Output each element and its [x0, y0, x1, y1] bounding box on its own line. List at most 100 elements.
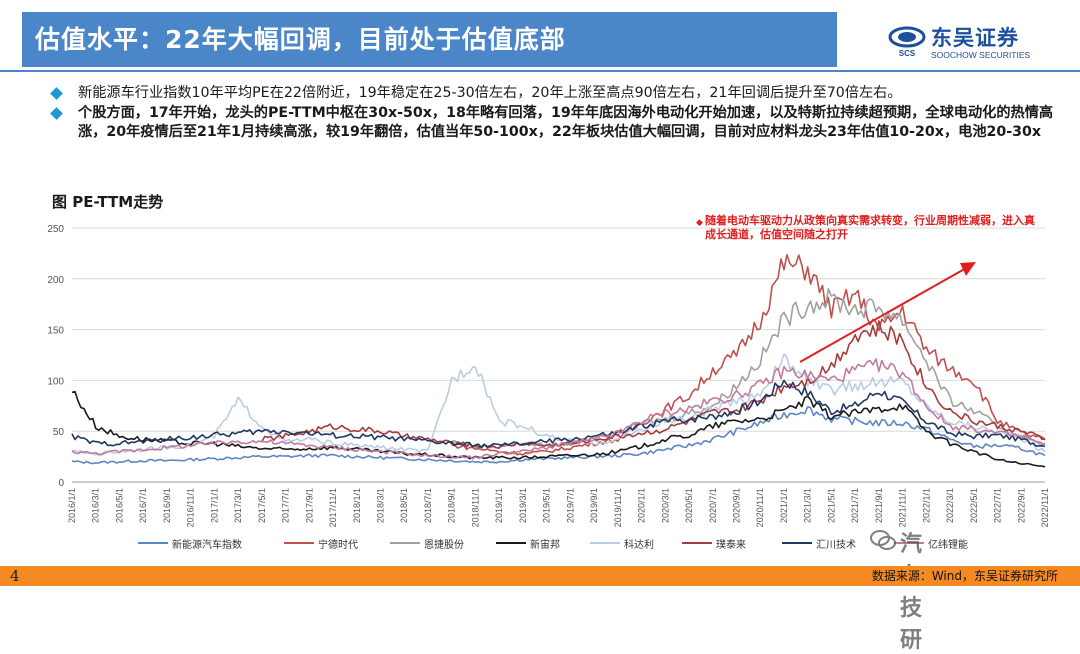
- chart-caption: 图 PE-TTM走势: [52, 193, 164, 211]
- legend-swatch: [590, 542, 620, 544]
- x-tick-label: 2016/11/1: [186, 488, 196, 527]
- legend-swatch: [138, 542, 168, 544]
- legend-item: 恩捷股份: [390, 536, 464, 551]
- x-tick-label: 2018/7/1: [423, 488, 433, 523]
- series-line: [71, 379, 1046, 449]
- x-tick-label: 2019/11/1: [613, 488, 623, 527]
- x-tick-label: 2017/1/1: [209, 488, 219, 523]
- wechat-icon: [870, 530, 896, 550]
- legend-label: 亿纬锂能: [928, 540, 968, 551]
- x-tick-label: 2020/11/1: [755, 488, 765, 527]
- legend-item: 宁德时代: [284, 536, 358, 551]
- series-line: [71, 353, 1046, 456]
- legend-swatch: [782, 542, 812, 544]
- y-tick-label: 0: [58, 478, 64, 489]
- x-tick-label: 2020/1/1: [637, 488, 647, 523]
- x-tick-label: 2022/9/1: [1016, 488, 1026, 523]
- legend-label: 科达利: [624, 540, 654, 551]
- legend-swatch: [390, 542, 420, 544]
- x-tick-label: 2016/9/1: [162, 488, 172, 523]
- legend-item: 亿纬锂能: [894, 536, 968, 551]
- y-tick-label: 200: [47, 275, 64, 286]
- legend-item: 汇川技术: [782, 536, 856, 551]
- x-tick-label: 2021/7/1: [850, 488, 860, 523]
- y-tick-label: 50: [53, 427, 65, 438]
- legend-label: 璞泰来: [716, 540, 746, 551]
- legend-swatch: [682, 542, 712, 544]
- x-tick-label: 2017/3/1: [233, 488, 243, 523]
- x-tick-label: 2022/3/1: [945, 488, 955, 523]
- series-line: [451, 254, 1046, 456]
- diamond-bullet-icon: [50, 87, 63, 100]
- x-tick-label: 2017/11/1: [328, 488, 338, 527]
- legend-item: 新能源汽车指数: [138, 536, 242, 551]
- x-tick-label: 2019/7/1: [565, 488, 575, 523]
- bullet-item: 个股方面，17年开始，龙头的PE-TTM中枢在30x-50x，18年略有回落，1…: [50, 104, 1060, 142]
- slide-title: 估值水平：22年大幅回调，目前处于估值底部: [22, 12, 837, 67]
- x-tick-label: 2016/7/1: [138, 488, 148, 523]
- x-tick-label: 2021/1/1: [779, 488, 789, 523]
- x-tick-label: 2020/9/1: [731, 488, 741, 523]
- header-divider: [0, 70, 1080, 72]
- legend-label: 汇川技术: [816, 540, 856, 551]
- y-tick-label: 100: [47, 376, 64, 387]
- x-tick-label: 2020/7/1: [708, 488, 718, 523]
- footer-bar: 4 数据来源：Wind，东吴证券研究所: [0, 566, 1080, 586]
- x-tick-label: 2021/5/1: [826, 488, 836, 523]
- logo-mark-text: SCS: [899, 49, 916, 58]
- x-tick-label: 2020/5/1: [684, 488, 694, 523]
- annotation-text: 随着电动车驱动力从政策向真实需求转变，行业周期性减弱，进入真成长通道，估值空间随…: [705, 214, 1035, 241]
- data-source: 数据来源：Wind，东吴证券研究所: [871, 569, 1058, 583]
- x-tick-label: 2021/3/1: [803, 488, 813, 523]
- y-tick-label: 250: [47, 224, 64, 235]
- logo-name-cn: 东吴证券: [931, 26, 1019, 50]
- legend-label: 恩捷股份: [424, 540, 464, 551]
- series-line: [261, 320, 1046, 449]
- legend-swatch: [284, 542, 314, 544]
- series-line: [71, 390, 1046, 468]
- x-tick-label: 2022/11/1: [1040, 488, 1050, 527]
- bullet-text: 个股方面，17年开始，龙头的PE-TTM中枢在30x-50x，18年略有回落，1…: [78, 105, 1054, 140]
- page-number: 4: [10, 567, 20, 585]
- series-line: [71, 406, 1046, 465]
- x-tick-label: 2019/3/1: [518, 488, 528, 523]
- x-tick-label: 2019/9/1: [589, 488, 599, 523]
- x-tick-label: 2017/7/1: [281, 488, 291, 523]
- x-tick-label: 2016/1/1: [67, 488, 77, 523]
- trend-arrow-head: [960, 262, 976, 276]
- x-tick-label: 2022/5/1: [969, 488, 979, 523]
- x-tick-label: 2021/9/1: [874, 488, 884, 523]
- x-tick-label: 2018/9/1: [447, 488, 457, 523]
- annotation-marker-icon: ◆: [696, 218, 703, 228]
- chart-annotation: ◆ 随着电动车驱动力从政策向真实需求转变，行业周期性减弱，进入真成长通道，估值空…: [696, 214, 1045, 242]
- x-tick-label: 2018/5/1: [399, 488, 409, 523]
- x-tick-label: 2017/5/1: [257, 488, 267, 523]
- legend-swatch: [496, 542, 526, 544]
- series-line: [71, 358, 1046, 460]
- x-tick-label: 2021/11/1: [898, 488, 908, 527]
- watermark-text: 汽车技研: [900, 532, 925, 653]
- bullet-item: 新能源车行业指数10年平均PE在22倍附近，19年稳定在25-30倍左右，20年…: [50, 84, 1060, 103]
- logo-mark-icon: SCS: [888, 26, 926, 58]
- x-tick-label: 2018/1/1: [352, 488, 362, 523]
- chart-legend: 新能源汽车指数 宁德时代 恩捷股份 新宙邦 科达利 璞泰来 汇川技术 亿纬锂能: [0, 536, 1080, 556]
- diamond-bullet-icon: [50, 107, 63, 120]
- legend-item: 科达利: [590, 536, 654, 551]
- legend-label: 新宙邦: [530, 540, 560, 551]
- y-tick-label: 150: [47, 326, 64, 337]
- legend-item: 璞泰来: [682, 536, 746, 551]
- bullet-list: 新能源车行业指数10年平均PE在22倍附近，19年稳定在25-30倍左右，20年…: [50, 84, 1060, 143]
- legend-item: 新宙邦: [496, 536, 560, 551]
- legend-label: 新能源汽车指数: [172, 540, 242, 551]
- x-tick-label: 2018/11/1: [470, 488, 480, 527]
- x-tick-label: 2020/3/1: [660, 488, 670, 523]
- company-logo: SCS 东吴证券 SOOCHOW SECURITIES: [888, 22, 1058, 62]
- x-tick-label: 2018/3/1: [376, 488, 386, 523]
- x-tick-label: 2019/5/1: [542, 488, 552, 523]
- legend-label: 宁德时代: [318, 540, 358, 551]
- x-tick-label: 2016/3/1: [91, 488, 101, 523]
- trend-arrow-line: [799, 266, 969, 363]
- x-tick-label: 2022/1/1: [921, 488, 931, 523]
- bullet-text: 新能源车行业指数10年平均PE在22倍附近，19年稳定在25-30倍左右，20年…: [78, 85, 902, 101]
- pe-ttm-chart: 0 50 100 150 200 250 2016/1/1 2016/3/1 2016/5/1 2…: [47, 224, 1050, 527]
